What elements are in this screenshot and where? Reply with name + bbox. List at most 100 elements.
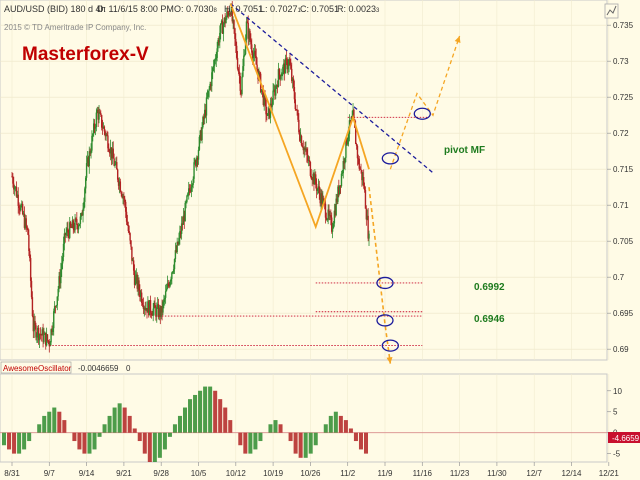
time-tick-label: 8/31: [4, 469, 20, 478]
circle-markers: [376, 107, 431, 352]
candle-body: [42, 329, 44, 342]
candle-body: [197, 149, 200, 160]
circle-marker: [376, 276, 394, 290]
candle-body: [267, 113, 269, 116]
candle-body: [59, 276, 61, 284]
candle-body: [264, 94, 266, 100]
candle-body: [145, 308, 147, 311]
candle-body: [41, 329, 43, 336]
candle-body: [185, 201, 187, 203]
candle-body: [125, 211, 128, 222]
candle-body: [317, 186, 320, 189]
candle-body: [338, 186, 340, 194]
candle-body: [270, 103, 273, 107]
header-bar: AUD/USD (BID) 180 d 4h D: 11/6/15 8:00 P…: [4, 4, 380, 65]
candle-body: [283, 63, 285, 67]
candle-body: [356, 145, 359, 159]
candle-body: [69, 222, 72, 227]
candle-body: [225, 17, 227, 24]
candle-body: [309, 162, 312, 176]
candle-body: [335, 198, 337, 216]
candle-body: [307, 160, 310, 161]
oscillator-bar: [2, 432, 7, 446]
price-panel[interactable]: [0, 0, 608, 361]
time-tick-label: 11/9: [378, 469, 394, 478]
candle-body: [87, 157, 90, 167]
candle-body: [33, 320, 35, 332]
candle-body: [286, 59, 289, 70]
candle-body: [363, 185, 366, 190]
candle-body: [21, 203, 24, 215]
candle-body: [184, 202, 186, 222]
candle-body: [29, 257, 32, 281]
candle-body: [191, 184, 193, 188]
candle-body: [19, 208, 21, 211]
candle-body: [93, 123, 95, 135]
candle-body: [61, 263, 63, 271]
oscillator-bar: [107, 415, 112, 433]
candle-body: [30, 280, 33, 298]
candle-body: [244, 39, 247, 55]
oscillator-bar: [308, 432, 313, 454]
candle-body: [104, 131, 106, 137]
candle-body: [328, 209, 330, 216]
candle-body: [124, 198, 126, 202]
oscillator-bar: [172, 424, 177, 433]
candle-body: [108, 151, 111, 154]
candle-body: [323, 198, 325, 201]
candles: [11, 1, 370, 353]
candle-body: [54, 306, 57, 307]
candle-body: [165, 288, 168, 292]
oscillator-tick-label: -5: [613, 450, 621, 459]
candle-body: [251, 52, 254, 59]
chart-style-icon[interactable]: [604, 3, 619, 19]
oscillator-tick-label: 10: [613, 387, 622, 396]
candle-body: [53, 311, 55, 329]
candle-body: [75, 218, 77, 220]
oscillator-bar: [198, 390, 203, 433]
candle-body: [344, 157, 346, 164]
candle-body: [135, 274, 138, 277]
candle-body: [345, 137, 347, 158]
candle-body: [303, 147, 305, 151]
candle-body: [230, 6, 233, 15]
candle-body: [353, 109, 355, 120]
candle-body: [202, 116, 204, 128]
candle-body: [234, 28, 236, 39]
candle-body: [82, 208, 84, 216]
candle-body: [155, 307, 157, 317]
candle-body: [319, 193, 321, 204]
oscillator-bar: [338, 415, 343, 433]
time-tick-label: 10/5: [191, 469, 207, 478]
candle-body: [180, 231, 182, 234]
candle-body: [146, 308, 148, 313]
candle-body: [63, 233, 66, 244]
candle-body: [190, 187, 193, 192]
candle-body: [60, 270, 62, 284]
candle-body: [85, 177, 87, 189]
oscillator-bar: [132, 428, 137, 433]
candle-body: [38, 334, 41, 341]
candle-body: [209, 84, 211, 89]
candle-body: [301, 145, 304, 148]
candle-body: [339, 185, 341, 194]
candle-body: [140, 292, 142, 297]
candle-body: [98, 112, 100, 120]
oscillator-panel[interactable]: [0, 373, 608, 463]
price-tick-label: 0.715: [613, 165, 634, 174]
price-tick-label: 0.7: [613, 273, 625, 282]
candle-body: [163, 299, 165, 302]
candle-body: [34, 320, 36, 326]
candle-body: [27, 228, 29, 235]
candle-body: [322, 198, 324, 205]
candle-body: [217, 40, 219, 49]
oscillator-bar: [188, 399, 193, 433]
oscillator-bar: [288, 432, 293, 442]
projection-arrow: [386, 356, 393, 364]
oscillator-bar: [218, 399, 223, 433]
candle-body: [32, 316, 35, 332]
candle-body: [299, 132, 301, 141]
time-tick-label: 12/7: [526, 469, 542, 478]
candle-body: [16, 194, 19, 197]
candle-body: [179, 231, 181, 238]
